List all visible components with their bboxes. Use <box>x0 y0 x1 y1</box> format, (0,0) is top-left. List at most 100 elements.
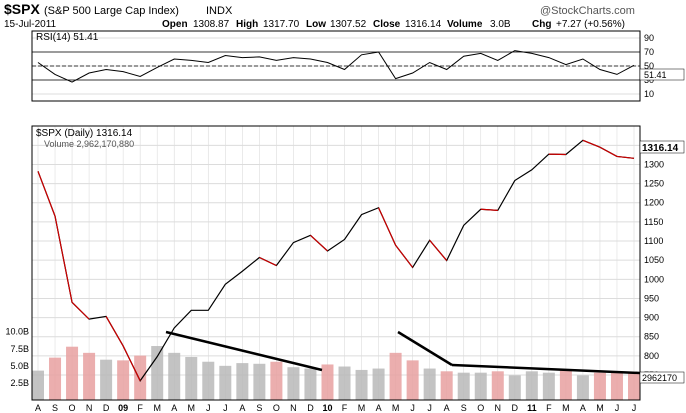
time-tick-label: A <box>444 403 450 413</box>
rsi-tick-label: 90 <box>644 33 654 43</box>
volume-value: 3.0B <box>490 19 511 30</box>
index-name: (S&P 500 Large Cap Index) <box>44 5 179 17</box>
volume-bar <box>389 352 402 400</box>
price-frame <box>31 125 641 401</box>
date-label: 15-Jul-2011 <box>4 19 57 30</box>
volume-bar <box>355 369 368 400</box>
time-tick-label: A <box>580 403 586 413</box>
price-down-segment <box>105 316 124 347</box>
price-down-segment <box>582 139 601 148</box>
volume-bar <box>236 363 249 400</box>
volume-bar <box>32 370 44 400</box>
time-tick-label: D <box>512 403 519 413</box>
high-label: High <box>236 19 258 30</box>
price-tick-label: 800 <box>644 351 659 361</box>
volume-bar <box>406 360 419 400</box>
volume-bar <box>593 372 606 400</box>
rsi-panel: 9070503010 RSI(14) 51.41 51.41 <box>31 30 685 102</box>
volume-bar <box>610 371 623 400</box>
price-tick-label: 1150 <box>644 217 663 227</box>
time-tick-label: A <box>171 403 177 413</box>
volume-bar <box>423 368 436 400</box>
price-tick-label: 1050 <box>644 255 664 265</box>
volume-current-box <box>639 371 685 384</box>
volume-bar <box>559 370 572 400</box>
price-tick-label: 1200 <box>644 198 664 208</box>
time-tick-label: S <box>461 403 467 413</box>
rsi-tick-label: 10 <box>644 89 654 99</box>
price-down-segment <box>599 146 618 157</box>
price-current-box <box>639 140 685 154</box>
rsi-current-value: 51.41 <box>644 70 667 80</box>
volume-bar <box>202 361 215 400</box>
time-tick-label: S <box>256 403 262 413</box>
price-tick-label: 950 <box>644 293 659 303</box>
price-down-segment <box>480 208 498 211</box>
volume-bar <box>491 371 504 400</box>
volume-bar <box>508 375 521 400</box>
volume-bar <box>304 368 317 400</box>
time-tick-label: F <box>342 403 348 413</box>
volume-bar <box>440 371 453 400</box>
volume-trendline-1 <box>165 330 323 372</box>
volume-tick-label: 2.5B <box>10 378 29 388</box>
close-value: 1316.14 <box>405 19 442 30</box>
price-down-segment <box>54 216 73 303</box>
volume-bar <box>134 355 147 400</box>
volume-legend: Volume 2,962,170,880 <box>44 139 134 149</box>
time-axis: A S O N D 09 F M A M J J A S O N D 10 F M A M J J A S O N D 11 F M A M J J <box>35 403 636 413</box>
rsi-frame <box>31 30 641 102</box>
time-tick-label: J <box>223 403 228 413</box>
rsi-axis: 9070503010 <box>644 33 654 99</box>
volume-current-value: 2962170 <box>642 373 677 383</box>
volume-bars <box>32 346 640 400</box>
rsi-legend: RSI(14) 51.41 <box>36 32 99 43</box>
volume-bar <box>372 368 385 400</box>
price-tick-label: 1100 <box>644 236 663 246</box>
price-down-segment <box>395 244 414 268</box>
price-down-segment <box>310 234 328 252</box>
symbol-label: $SPX <box>4 1 40 17</box>
volume-bar <box>100 359 113 400</box>
volume-tick-label: 10.0B <box>5 327 29 337</box>
price-grid <box>32 126 640 400</box>
price-down-segment <box>122 345 141 382</box>
volume-bar <box>253 363 266 400</box>
price-down-segment <box>378 207 397 246</box>
close-label: Close <box>373 19 401 30</box>
time-tick-label: N <box>86 403 93 413</box>
volume-bar <box>168 352 181 400</box>
time-tick-label: J <box>615 403 620 413</box>
volume-bar <box>66 346 79 400</box>
exchange-label: INDX <box>206 5 233 17</box>
time-tick-label: F <box>137 403 143 413</box>
price-tick-label: 900 <box>644 313 659 323</box>
price-down-segment <box>259 256 277 267</box>
price-tick-label: 850 <box>644 332 659 342</box>
volume-bar <box>576 375 589 400</box>
time-tick-label: A <box>376 403 382 413</box>
volume-bar <box>151 346 164 400</box>
volume-bar <box>270 361 283 400</box>
time-tick-label: O <box>273 403 280 413</box>
time-tick-label: N <box>290 403 297 413</box>
time-tick-label: M <box>188 403 196 413</box>
time-tick-label: S <box>52 403 58 413</box>
time-tick-label: J <box>206 403 211 413</box>
high-value: 1317.70 <box>263 19 300 30</box>
volume-bar <box>542 372 555 400</box>
time-tick-label: O <box>69 403 76 413</box>
rsi-current-box <box>639 68 685 81</box>
volume-bar <box>457 372 470 400</box>
volume-tick-label: 7.5B <box>10 344 29 354</box>
volume-label: Volume <box>447 19 483 30</box>
time-tick-label: D <box>103 403 110 413</box>
price-tick-label: 1300 <box>644 159 664 169</box>
volume-bar <box>185 356 198 400</box>
volume-bar <box>83 352 96 400</box>
low-label: Low <box>306 19 326 30</box>
price-tick-label: 1000 <box>644 274 664 284</box>
volume-bar <box>628 372 640 400</box>
